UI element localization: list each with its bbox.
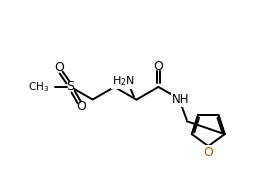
Text: S: S [66, 81, 75, 93]
Text: O: O [54, 61, 64, 74]
Text: O: O [153, 60, 163, 73]
Text: CH$_3$: CH$_3$ [28, 80, 49, 94]
Text: H$_2$N: H$_2$N [112, 74, 135, 88]
Text: O: O [76, 100, 86, 113]
Text: O: O [203, 146, 213, 159]
Text: NH: NH [172, 93, 189, 106]
